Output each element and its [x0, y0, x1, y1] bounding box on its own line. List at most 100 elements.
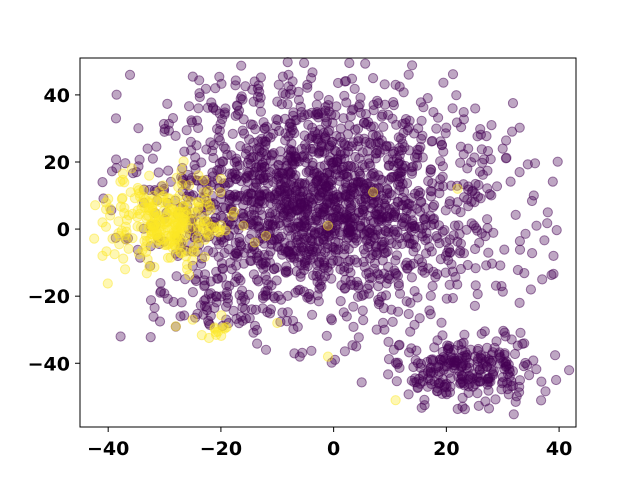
- scatter-point-class1: [322, 220, 334, 231]
- scatter-point-class0: [327, 117, 338, 128]
- scatter-point-class0: [162, 98, 173, 110]
- scatter-point-class0: [470, 263, 481, 274]
- scatter-point-class1: [220, 225, 231, 236]
- scatter-point-class1: [142, 210, 153, 221]
- scatter-point-class0: [331, 192, 343, 203]
- scatter-point-class0: [293, 285, 304, 296]
- scatter-point-class0: [254, 191, 265, 202]
- scatter-point-class0: [253, 136, 264, 147]
- scatter-point-class0: [459, 404, 470, 415]
- scatter-point-class0: [491, 181, 503, 192]
- scatter-point-class0: [194, 91, 205, 103]
- scatter-point-class0: [257, 290, 269, 301]
- scatter-point-class0: [410, 355, 421, 366]
- scatter-point-class0: [390, 357, 401, 368]
- scatter-point-class0: [175, 311, 186, 322]
- scatter-point-class1: [170, 321, 181, 332]
- scatter-point-class0: [376, 291, 387, 302]
- scatter-point-class0: [280, 135, 291, 146]
- scatter-point-class0: [458, 248, 469, 259]
- scatter-point-class0: [390, 268, 401, 279]
- scatter-point-class0: [279, 243, 290, 254]
- scatter-point-class0: [309, 229, 320, 240]
- scatter-point-class0: [524, 370, 535, 381]
- scatter-point-class0: [259, 145, 270, 157]
- scatter-point-class1: [119, 208, 130, 219]
- scatter-point-class0: [313, 296, 324, 307]
- scatter-point-class0: [450, 271, 461, 283]
- scatter-point-class0: [393, 132, 404, 143]
- scatter-point-class0: [359, 162, 370, 173]
- scatter-point-class0: [363, 153, 375, 164]
- scatter-point-class0: [307, 122, 318, 133]
- scatter-point-class0: [307, 309, 318, 320]
- scatter-point-class0: [179, 310, 190, 321]
- scatter-point-class0: [162, 293, 173, 304]
- scatter-point-class0: [368, 197, 379, 209]
- scatter-point-class0: [358, 315, 369, 326]
- scatter-point-class0: [509, 348, 521, 360]
- scatter-point-class0: [419, 394, 430, 405]
- scatter-point-class0: [341, 97, 352, 108]
- scatter-point-class0: [486, 190, 497, 201]
- scatter-point-class0: [187, 287, 198, 298]
- x-tick-label: 40: [546, 438, 572, 460]
- scatter-point-class0: [345, 213, 356, 224]
- scatter-point-class0: [230, 75, 241, 86]
- scatter-point-class1: [185, 196, 196, 207]
- scatter-point-class0: [316, 246, 327, 257]
- scatter-point-class0: [542, 218, 553, 229]
- scatter-point-class0: [393, 146, 404, 157]
- scatter-point-class0: [302, 153, 313, 164]
- scatter-point-class1: [119, 202, 130, 213]
- scatter-point-class0: [390, 255, 401, 266]
- scatter-point-class0: [257, 303, 268, 314]
- scatter-point-class1: [170, 193, 181, 205]
- scatter-point-class0: [283, 167, 294, 178]
- scatter-point-class0: [205, 180, 216, 191]
- scatter-point-class0: [440, 128, 451, 139]
- scatter-point-class0: [500, 153, 511, 164]
- scatter-point-class0: [296, 151, 308, 162]
- scatter-point-class0: [422, 366, 434, 377]
- scatter-point-class0: [469, 300, 480, 311]
- scatter-point-class0: [316, 184, 328, 195]
- scatter-point-class1: [209, 323, 220, 334]
- scatter-point-class0: [318, 256, 329, 267]
- scatter-point-class0: [342, 129, 354, 140]
- scatter-point-class0: [386, 304, 397, 315]
- scatter-point-class0: [241, 143, 252, 154]
- scatter-point-class0: [208, 140, 219, 151]
- scatter-point-class0: [460, 352, 471, 363]
- scatter-point-class0: [282, 307, 293, 318]
- scatter-point-class0: [316, 275, 327, 286]
- scatter-point-class0: [455, 157, 466, 168]
- scatter-point-class0: [259, 123, 270, 134]
- scatter-point-class0: [456, 370, 467, 381]
- scatter-point-class1: [142, 254, 153, 265]
- scatter-point-class1: [452, 183, 463, 194]
- scatter-point-class1: [132, 205, 143, 216]
- scatter-point-class0: [147, 153, 158, 164]
- scatter-point-class0: [191, 140, 202, 151]
- scatter-point-class0: [316, 137, 327, 149]
- scatter-point-class0: [289, 348, 300, 359]
- scatter-point-class0: [219, 109, 230, 120]
- scatter-point-class1: [165, 252, 176, 263]
- scatter-point-class0: [510, 396, 521, 407]
- scatter-point-class0: [191, 275, 202, 287]
- scatter-point-class0: [403, 308, 414, 320]
- scatter-point-class1: [203, 185, 214, 197]
- scatter-point-class0: [403, 389, 414, 400]
- scatter-point-class0: [506, 334, 517, 345]
- scatter-point-class0: [399, 212, 410, 224]
- scatter-point-class0: [184, 101, 195, 112]
- scatter-point-class0: [368, 167, 379, 178]
- scatter-point-class0: [350, 124, 361, 135]
- scatter-point-class0: [264, 208, 275, 219]
- scatter-point-class0: [452, 403, 463, 415]
- scatter-point-class0: [371, 206, 382, 217]
- scatter-point-class0: [339, 346, 350, 357]
- scatter-point-class0: [434, 366, 445, 377]
- scatter-point-class1: [205, 204, 216, 215]
